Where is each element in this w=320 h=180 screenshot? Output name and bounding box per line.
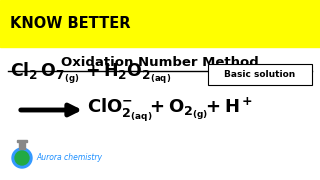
Text: Aurora chemistry: Aurora chemistry <box>36 154 102 163</box>
Circle shape <box>12 148 32 168</box>
Text: $\mathbf{Cl_2\,O_{7_{(g)}}}$$\mathbf{\,+H_2O_{2_{(aq)}}}$: $\mathbf{Cl_2\,O_{7_{(g)}}}$$\mathbf{\,+… <box>10 60 171 86</box>
Text: Oxidation Number Method: Oxidation Number Method <box>61 56 259 69</box>
Text: Basic solution: Basic solution <box>224 70 296 79</box>
Bar <box>208 64 312 85</box>
Text: $\mathbf{ClO^{\boldsymbol{-}}_{2_{(aq)}}\!\!+O_{2_{(g)}}\!\!+H^+}$: $\mathbf{ClO^{\boldsymbol{-}}_{2_{(aq)}}… <box>87 96 253 124</box>
Text: KNOW BETTER: KNOW BETTER <box>10 16 131 31</box>
Bar <box>0 0 320 47</box>
Circle shape <box>15 151 29 165</box>
Bar <box>19 141 25 149</box>
Bar <box>0 47 320 180</box>
Bar <box>17 140 27 142</box>
